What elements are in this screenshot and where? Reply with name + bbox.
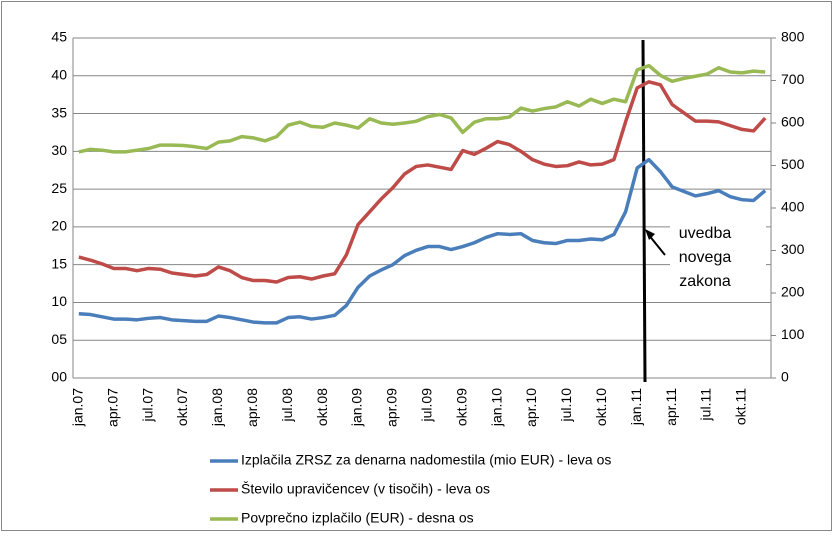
legend-label: Število upravičencev (v tisočih) - leva …	[241, 481, 490, 497]
x-tick-label: jul.10	[558, 388, 574, 423]
x-tick-label: okt.10	[593, 388, 609, 426]
x-tick-label: jul.11	[698, 388, 714, 422]
y2-tick-label: 0	[781, 369, 789, 385]
x-tick-label: jan.11	[628, 388, 644, 426]
series-line	[78, 157, 767, 325]
annotation-box	[670, 222, 766, 294]
arrow-head	[645, 229, 655, 240]
y2-tick-label: 100	[781, 326, 805, 342]
x-tick-label: jan.07	[70, 388, 86, 427]
y-tick-label: 05	[51, 331, 67, 347]
y-tick-label: 25	[51, 180, 67, 196]
y2-tick-label: 300	[781, 241, 805, 257]
x-tick-label: jul.09	[419, 388, 435, 423]
legend-label: Izplačila ZRSZ za denarna nadomestila (m…	[241, 452, 611, 468]
y2-tick-label: 200	[781, 284, 805, 300]
series-line	[78, 63, 766, 154]
y2-tick-label: 700	[781, 71, 805, 87]
x-tick-label: jul.07	[139, 388, 155, 423]
y2-tick-label: 400	[781, 199, 805, 215]
x-tick-label: jan.10	[488, 388, 504, 427]
y-tick-label: 15	[51, 255, 67, 271]
x-tick-label: apr.11	[663, 388, 679, 426]
x-tick-label: jan.08	[209, 388, 225, 427]
y2-tick-label: 600	[781, 114, 805, 130]
annotation: zakona	[679, 273, 731, 290]
y-tick-label: 40	[51, 66, 67, 82]
event-line	[641, 39, 647, 383]
y-tick-label: 30	[51, 142, 67, 158]
y-tick-label: 35	[51, 104, 67, 120]
y-tick-label: 20	[51, 218, 67, 234]
y2-tick-label: 500	[781, 156, 805, 172]
x-tick-label: apr.10	[523, 388, 539, 427]
y2-tick-label: 800	[781, 29, 805, 45]
x-tick-label: apr.07	[104, 388, 120, 427]
y-tick-label: 10	[51, 293, 67, 309]
x-tick-label: okt.07	[174, 388, 190, 426]
x-tick-label: apr.09	[384, 388, 400, 427]
legend-label: Povprečno izplačilo (EUR) - desna os	[241, 510, 474, 526]
x-tick-label: apr.08	[244, 388, 260, 427]
annotation: novega	[679, 249, 732, 266]
x-tick-label: okt.11	[733, 388, 749, 425]
x-tick-label: jan.09	[349, 388, 365, 427]
annotation: uvedba	[679, 225, 732, 242]
x-tick-label: jul.08	[279, 388, 295, 423]
y-tick-label: 45	[51, 29, 67, 45]
y-tick-label: 00	[51, 369, 67, 385]
x-tick-label: okt.09	[453, 388, 469, 426]
series-line	[78, 80, 767, 284]
x-tick-label: okt.08	[314, 388, 330, 426]
